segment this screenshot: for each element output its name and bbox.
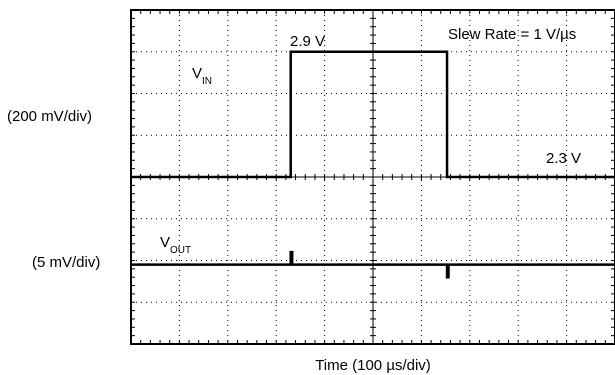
vin-label-main: V	[192, 65, 202, 82]
traces	[131, 50, 615, 279]
x-axis-label: Time (100 µs/div)	[315, 357, 431, 374]
vout-trace-label: VOUT	[160, 234, 191, 256]
vout-trace	[131, 250, 615, 279]
vout-scale-label: (5 mV/div)	[32, 254, 100, 271]
slew-rate-annotation: Slew Rate = 1 V/µs	[448, 26, 576, 43]
vout-label-sub: OUT	[170, 245, 191, 256]
vin-trace	[131, 50, 615, 179]
vin-label-sub: IN	[202, 76, 212, 87]
vin-high-annotation: 2.9 V	[290, 33, 325, 50]
plot-frame	[130, 9, 615, 345]
vout-label-main: V	[160, 234, 170, 251]
vin-trace-label: VIN	[192, 65, 212, 87]
vin-scale-label: (200 mV/div)	[7, 108, 92, 125]
vin-low-annotation: 2.3 V	[546, 150, 581, 167]
